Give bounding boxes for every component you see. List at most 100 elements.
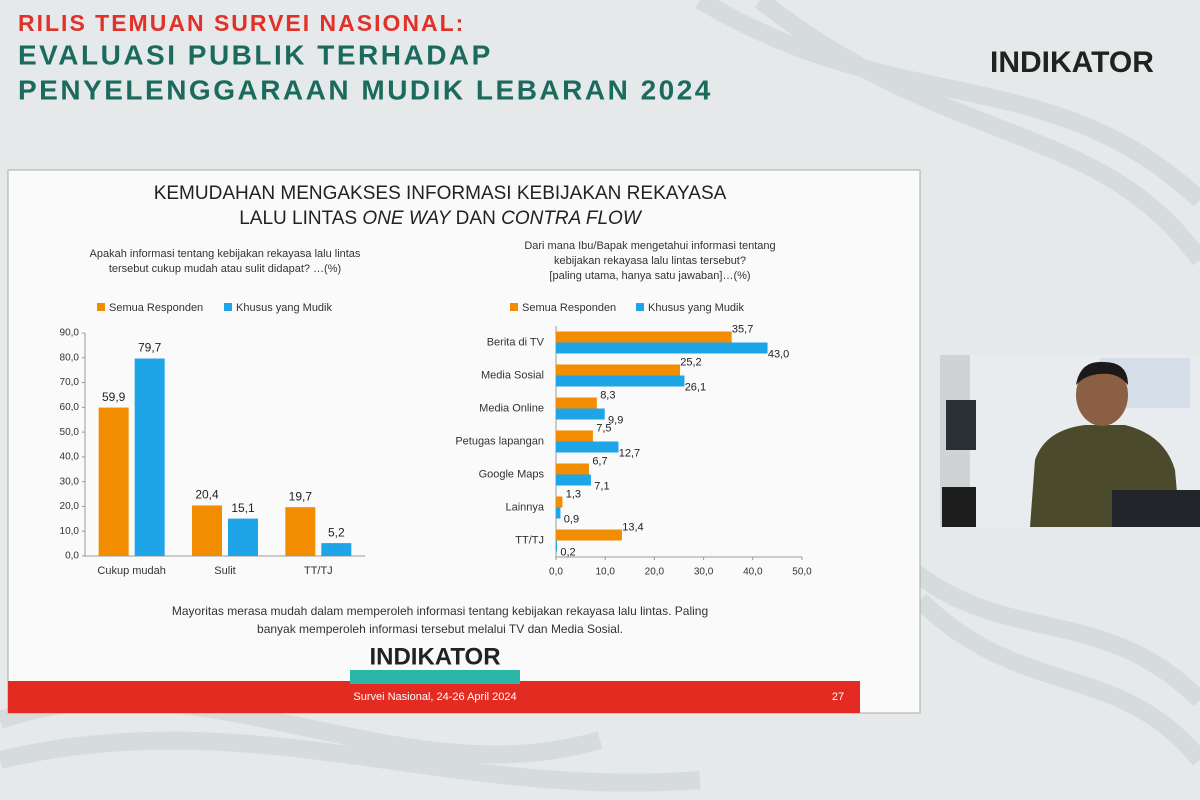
title-part: DAN	[450, 208, 501, 229]
chart-subtitle: kebijakan rekayasa lalu lintas tersebut?	[554, 255, 746, 267]
x-tick-label: Cukup mudah	[97, 565, 166, 577]
bar	[556, 331, 732, 343]
note: banyak memperoleh informasi tersebut mel…	[257, 622, 623, 636]
header-logo: INDIKATOR	[990, 46, 1154, 79]
x-tick-label: TT/TJ	[304, 565, 333, 577]
slide-logo: INDIKATOR	[369, 643, 500, 670]
kicker: RILIS TEMUAN SURVEI NASIONAL:	[18, 10, 465, 36]
value-label: 1,3	[566, 488, 581, 500]
y-tick-label: TT/TJ	[515, 534, 544, 546]
legend-swatch	[636, 303, 644, 311]
slide-title: KEMUDAHAN MENGAKSES INFORMASI KEBIJAKAN …	[154, 183, 727, 204]
x-tick-label: 0,0	[549, 567, 563, 578]
y-tick-label: 90,0	[60, 328, 80, 339]
y-tick-label: Berita di TV	[487, 336, 545, 348]
x-tick-label: 30,0	[694, 567, 714, 578]
value-label: 25,2	[680, 356, 701, 368]
bar	[228, 518, 258, 556]
value-label: 20,4	[195, 488, 219, 502]
value-label: 8,3	[600, 389, 615, 401]
header-title: PENYELENGGARAAN MUDIK LEBARAN 2024	[18, 74, 713, 105]
slide-title: LALU LINTAS ONE WAY DAN CONTRA FLOW	[239, 208, 643, 229]
bar	[556, 430, 593, 442]
book	[942, 487, 976, 527]
value-label: 26,1	[685, 381, 706, 393]
value-label: 7,5	[596, 422, 611, 434]
bar	[556, 463, 589, 475]
bar	[556, 529, 622, 541]
legend-swatch	[97, 303, 105, 311]
logo-band	[350, 670, 520, 684]
y-tick-label: 70,0	[60, 377, 80, 388]
speaker-head	[1076, 364, 1128, 426]
legend-label: Semua Responden	[522, 302, 616, 314]
bar	[556, 496, 563, 508]
y-tick-label: Media Sosial	[481, 369, 544, 381]
y-tick-label: Petugas lapangan	[455, 435, 544, 447]
x-tick-label: 50,0	[792, 567, 812, 578]
y-tick-label: Lainnya	[505, 501, 544, 513]
title-part: CONTRA FLOW	[501, 208, 643, 229]
chart-subtitle: Dari mana Ibu/Bapak mengetahui informasi…	[524, 240, 775, 252]
y-tick-label: Google Maps	[479, 468, 545, 480]
value-label: 13,4	[622, 521, 643, 533]
legend-swatch	[510, 303, 518, 311]
footer-bar	[8, 681, 860, 713]
legend-swatch	[224, 303, 232, 311]
bar	[556, 540, 557, 552]
bar	[285, 507, 316, 556]
legend-label: Semua Responden	[109, 302, 203, 314]
speaker-hair	[1076, 361, 1128, 385]
book	[946, 400, 976, 450]
bar	[192, 505, 222, 556]
title-part: LALU LINTAS	[239, 208, 362, 229]
title-part: ONE WAY	[362, 208, 451, 229]
value-label: 0,9	[564, 513, 579, 525]
header-title: EVALUASI PUBLIK TERHADAP	[18, 39, 493, 70]
value-label: 79,7	[138, 341, 162, 355]
laptop	[1112, 490, 1200, 527]
y-tick-label: 30,0	[60, 476, 80, 487]
y-tick-label: 0,0	[65, 551, 79, 562]
chart-subtitle: [paling utama, hanya satu jawaban]…(%)	[549, 270, 750, 282]
y-tick-label: Media Online	[479, 402, 544, 414]
y-tick-label: 50,0	[60, 427, 80, 438]
value-label: 12,7	[619, 447, 640, 459]
x-tick-label: Sulit	[214, 565, 235, 577]
legend-label: Khusus yang Mudik	[236, 302, 332, 314]
bar	[556, 408, 605, 420]
x-tick-label: 10,0	[595, 567, 615, 578]
bar	[556, 397, 597, 409]
y-tick-label: 40,0	[60, 452, 80, 463]
x-tick-label: 40,0	[743, 567, 763, 578]
value-label: 0,2	[560, 546, 575, 558]
bar	[98, 407, 129, 556]
value-label: 19,7	[289, 489, 313, 503]
value-label: 59,9	[102, 390, 126, 404]
value-label: 35,7	[732, 323, 753, 335]
page-number: 27	[832, 691, 844, 703]
y-tick-label: 60,0	[60, 402, 80, 413]
bar	[556, 474, 591, 486]
legend-label: Khusus yang Mudik	[648, 302, 744, 314]
bar	[321, 543, 352, 556]
value-label: 7,1	[594, 480, 609, 492]
bar	[556, 342, 768, 354]
value-label: 5,2	[328, 525, 345, 539]
bar	[556, 507, 561, 519]
chart-subtitle: tersebut cukup mudah atau sulit didapat?…	[109, 263, 341, 275]
y-tick-label: 80,0	[60, 352, 80, 363]
x-tick-label: 20,0	[645, 567, 665, 578]
webcam	[940, 355, 1200, 527]
chart-subtitle: Apakah informasi tentang kebijakan rekay…	[90, 248, 361, 260]
bar	[134, 358, 165, 556]
bar	[556, 441, 619, 453]
footer-text: Survei Nasional, 24-26 April 2024	[353, 691, 516, 703]
bar	[556, 364, 680, 376]
value-label: 9,9	[608, 414, 623, 426]
value-label: 15,1	[231, 501, 255, 515]
note: Mayoritas merasa mudah dalam memperoleh …	[172, 604, 708, 618]
